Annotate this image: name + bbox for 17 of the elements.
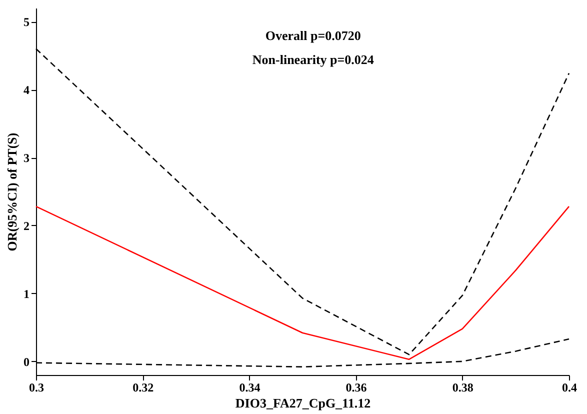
y-tick-label: 0 [24, 354, 30, 369]
x-tick-label: 0.38 [452, 380, 474, 394]
x-axis-title: DIO3_FA27_CpG_11.12 [235, 396, 371, 410]
y-tick-label: 4 [24, 83, 30, 98]
x-tick-label: 0.32 [132, 380, 154, 394]
y-tick-label: 2 [24, 218, 30, 233]
x-tick-label: 0.34 [239, 380, 260, 394]
annotation: Overall p=0.0720 [265, 28, 361, 43]
annotation: Non-linearity p=0.024 [252, 52, 374, 67]
x-tick-label: 0.3 [29, 380, 44, 394]
y-tick-label: 3 [24, 151, 30, 166]
x-tick-label: 0.4 [562, 380, 577, 394]
y-tick-label: 1 [24, 286, 30, 301]
line-series [35, 206, 570, 360]
y-axis-title: OR(95%CI) of PT(S) [4, 132, 20, 252]
y-tick-label: 5 [24, 15, 30, 30]
x-tick-label: 0.36 [346, 380, 367, 394]
